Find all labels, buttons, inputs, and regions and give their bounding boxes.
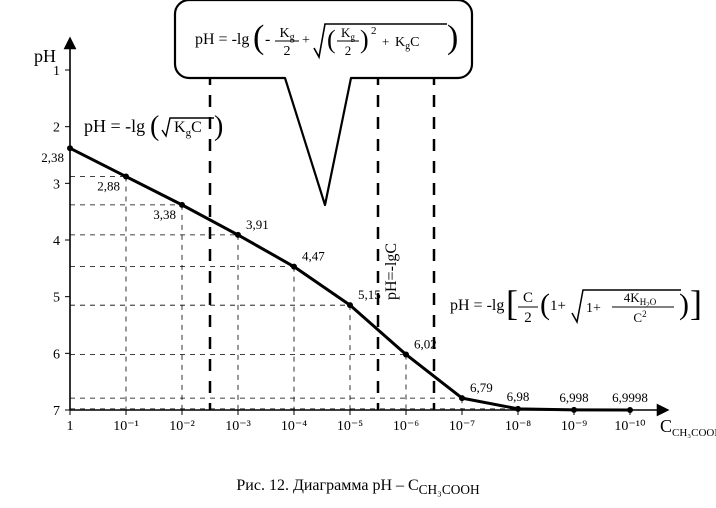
svg-text:): )	[447, 19, 458, 56]
svg-text:10⁻¹⁰: 10⁻¹⁰	[614, 419, 646, 434]
svg-text:7: 7	[53, 404, 60, 419]
svg-text:pH: pH	[34, 46, 56, 66]
svg-text:[: [	[506, 283, 518, 323]
svg-text:): )	[214, 111, 223, 142]
svg-text:): )	[360, 25, 369, 54]
svg-text:6,998: 6,998	[559, 390, 588, 405]
svg-text:-: -	[265, 31, 270, 48]
svg-text:1: 1	[53, 64, 60, 79]
svg-text:KgC: KgC	[174, 119, 202, 139]
svg-text:(: (	[253, 19, 264, 56]
svg-text:): )	[679, 288, 689, 321]
svg-text:2: 2	[284, 44, 291, 59]
figure-caption: Рис. 12. Диаграмма pH – CCH₃COOH	[0, 477, 716, 498]
svg-text:C: C	[523, 290, 533, 306]
svg-text:2,88: 2,88	[97, 179, 120, 194]
svg-text:2: 2	[345, 43, 352, 58]
svg-text:1: 1	[67, 419, 74, 434]
caption-sub: CH₃COOH	[419, 482, 480, 497]
svg-text:(: (	[327, 25, 336, 54]
svg-text:(: (	[540, 288, 550, 321]
svg-text:pH = -lg: pH = -lg	[195, 31, 249, 48]
svg-text:CCH₃COOH: CCH₃COOH	[660, 416, 716, 439]
svg-text:10⁻⁷: 10⁻⁷	[449, 419, 475, 434]
svg-text:3,38: 3,38	[153, 207, 176, 222]
svg-text:6,9998: 6,9998	[612, 390, 648, 405]
svg-text:6,98: 6,98	[507, 389, 530, 404]
svg-text:]: ]	[690, 283, 702, 323]
svg-text:1+: 1+	[586, 301, 601, 316]
svg-text:+: +	[302, 33, 310, 48]
svg-text:6: 6	[53, 347, 60, 362]
svg-text:6,02: 6,02	[414, 336, 437, 351]
svg-text:10⁻⁸: 10⁻⁸	[505, 419, 531, 434]
ph-diagram: 1234567pH110⁻¹10⁻²10⁻³10⁻⁴10⁻⁵10⁻⁶10⁻⁷10…	[0, 0, 716, 508]
svg-text:4KH2O: 4KH2O	[624, 290, 657, 309]
svg-text:10⁻⁶: 10⁻⁶	[393, 419, 419, 434]
svg-text:2: 2	[53, 121, 60, 136]
svg-text:C2: C2	[633, 309, 646, 325]
svg-text:pH = -lg: pH = -lg	[84, 116, 145, 136]
svg-text:(: (	[150, 111, 159, 142]
svg-text:10⁻⁵: 10⁻⁵	[337, 419, 363, 434]
svg-text:10⁻⁴: 10⁻⁴	[281, 419, 307, 434]
svg-text:4,47: 4,47	[302, 249, 325, 264]
svg-text:10⁻³: 10⁻³	[225, 419, 251, 434]
svg-text:2: 2	[371, 25, 377, 37]
caption-text: Рис. 12. Диаграмма pH – C	[236, 477, 418, 494]
svg-text:+: +	[382, 34, 389, 49]
svg-text:4: 4	[53, 234, 60, 249]
svg-text:1+: 1+	[550, 298, 566, 314]
svg-text:6,79: 6,79	[470, 380, 493, 395]
svg-text:3,91: 3,91	[246, 217, 269, 232]
svg-text:5,15: 5,15	[358, 287, 381, 302]
svg-text:pH = -lg: pH = -lg	[450, 297, 504, 314]
svg-text:pH=-lgC: pH=-lgC	[383, 243, 400, 300]
svg-text:10⁻¹: 10⁻¹	[113, 419, 139, 434]
svg-text:5: 5	[53, 291, 60, 306]
svg-text:10⁻⁹: 10⁻⁹	[561, 419, 587, 434]
svg-text:10⁻²: 10⁻²	[169, 419, 195, 434]
svg-text:2,38: 2,38	[41, 150, 64, 165]
svg-text:3: 3	[53, 177, 60, 192]
svg-text:2: 2	[524, 310, 532, 326]
